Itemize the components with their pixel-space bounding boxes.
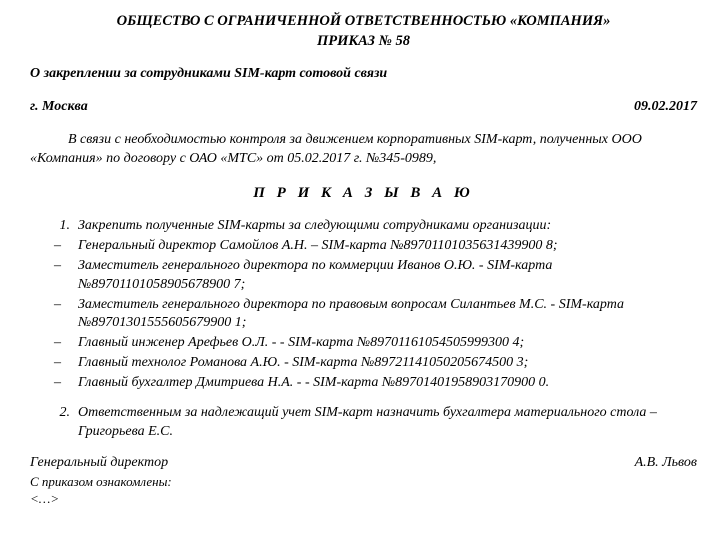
dash-marker: –: [50, 374, 78, 393]
preamble-text: В связи с необходимостью контроля за дви…: [30, 131, 697, 169]
dash-marker: –: [50, 354, 78, 373]
employee-row: – Главный технолог Романова А.Ю. - SIM-к…: [50, 354, 697, 373]
dash-marker: –: [50, 334, 78, 353]
item-2-number: 2.: [50, 404, 78, 442]
employee-row: – Заместитель генерального директора по …: [50, 257, 697, 295]
order-date: 09.02.2017: [634, 98, 697, 117]
employee-text: Главный бухгалтер Дмитриева Н.А. - - SIM…: [78, 374, 697, 393]
footer: Генеральный директор А.В. Львов С приказ…: [30, 454, 697, 508]
signatory-name: А.В. Львов: [635, 454, 697, 473]
city-date-row: г. Москва 09.02.2017: [30, 98, 697, 117]
ellipsis: <…>: [30, 490, 697, 508]
dash-marker: –: [50, 296, 78, 334]
employee-row: – Главный бухгалтер Дмитриева Н.А. - - S…: [50, 374, 697, 393]
order-subject: О закреплении за сотрудниками SIM-карт с…: [30, 65, 697, 84]
item-1-text: Закрепить полученные SIM-карты за следую…: [78, 217, 697, 236]
item-2-text: Ответственным за надлежащий учет SIM-кар…: [78, 404, 697, 442]
order-items: 1. Закрепить полученные SIM-карты за сле…: [30, 217, 697, 442]
dash-marker: –: [50, 237, 78, 256]
item-1: 1. Закрепить полученные SIM-карты за сле…: [50, 217, 697, 236]
employee-row: – Генеральный директор Самойлов А.Н. – S…: [50, 237, 697, 256]
signature-row: Генеральный директор А.В. Львов: [30, 454, 697, 473]
item-1-number: 1.: [50, 217, 78, 236]
city: г. Москва: [30, 98, 88, 117]
signatory-role: Генеральный директор: [30, 454, 168, 473]
order-number: ПРИКАЗ № 58: [30, 32, 697, 52]
acknowledged-label: С приказом ознакомлены:: [30, 473, 697, 491]
employee-text: Главный технолог Романова А.Ю. - SIM-кар…: [78, 354, 697, 373]
dash-marker: –: [50, 257, 78, 295]
preamble: В связи с необходимостью контроля за дви…: [30, 131, 697, 169]
employee-row: – Главный инженер Арефьев О.Л. - - SIM-к…: [50, 334, 697, 353]
item-2: 2. Ответственным за надлежащий учет SIM-…: [50, 404, 697, 442]
employee-text: Главный инженер Арефьев О.Л. - - SIM-кар…: [78, 334, 697, 353]
order-verb: П Р И К А З Ы В А Ю: [30, 183, 697, 203]
employee-text: Заместитель генерального директора по ко…: [78, 257, 697, 295]
employee-text: Заместитель генерального директора по пр…: [78, 296, 697, 334]
employee-text: Генеральный директор Самойлов А.Н. – SIM…: [78, 237, 697, 256]
org-title: ОБЩЕСТВО С ОГРАНИЧЕННОЙ ОТВЕТСТВЕННОСТЬЮ…: [30, 12, 697, 32]
employee-row: – Заместитель генерального директора по …: [50, 296, 697, 334]
